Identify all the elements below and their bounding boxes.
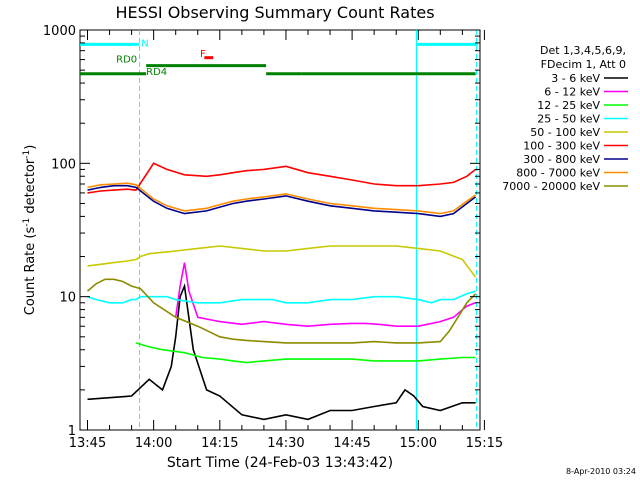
legend-label: 7000 - 20000 keV bbox=[502, 180, 600, 193]
series-line-0 bbox=[87, 283, 476, 421]
series-line-2 bbox=[135, 342, 476, 364]
legend: Det 1,3,4,5,6,9,FDecim 1, Att 03 - 6 keV… bbox=[502, 44, 628, 193]
legend-label: 12 - 25 keV bbox=[537, 99, 600, 112]
y-axis-label-mid: detector bbox=[23, 158, 38, 218]
series-line-3 bbox=[87, 290, 476, 304]
annotation-3: F bbox=[200, 49, 206, 60]
legend-label: 300 - 800 keV bbox=[523, 153, 600, 166]
y-axis-label-main: Count Rate (s bbox=[23, 227, 38, 316]
legend-label: 6 - 12 keV bbox=[544, 86, 600, 99]
y-tick-label: 1 bbox=[68, 424, 76, 439]
legend-label: 25 - 50 keV bbox=[537, 113, 600, 126]
series-line-1 bbox=[174, 262, 476, 328]
series-line-4 bbox=[87, 245, 477, 278]
x-tick-label: 13:45 bbox=[69, 436, 106, 451]
chart-title: HESSI Observing Summary Count Rates bbox=[115, 3, 434, 22]
y-tick-label: 1000 bbox=[43, 24, 76, 39]
series-group bbox=[86, 162, 477, 421]
series-line-8 bbox=[86, 278, 477, 344]
x-tick-label: 15:15 bbox=[466, 436, 503, 451]
annotation-group: N RD0 RD4 F bbox=[116, 39, 206, 78]
footer-timestamp: 8-Apr-2010 03:24 bbox=[566, 467, 636, 476]
annotation-2: RD4 bbox=[146, 67, 167, 78]
x-tick-label: 14:00 bbox=[135, 436, 172, 451]
legend-header: FDecim 1, Att 0 bbox=[541, 58, 626, 71]
x-tick-label: 14:30 bbox=[267, 436, 304, 451]
x-tick-label: 14:15 bbox=[201, 436, 238, 451]
legend-label: 50 - 100 keV bbox=[530, 126, 600, 139]
y-tick-label: 100 bbox=[51, 157, 76, 172]
series-line-5 bbox=[87, 162, 477, 194]
y-axis-label-sup1: -1 bbox=[22, 218, 32, 227]
legend-label: 3 - 6 keV bbox=[551, 72, 600, 85]
y-axis-label: Count Rate (s-1 detector-1) bbox=[22, 145, 38, 316]
annotation-1: RD0 bbox=[116, 55, 137, 66]
annotation-0: N bbox=[141, 39, 148, 50]
status-bars bbox=[80, 42, 478, 76]
x-axis-ticks: 13:45 14:00 14:15 14:30 14:45 15:00 15:15 bbox=[69, 30, 503, 451]
y-tick-label: 10 bbox=[59, 291, 76, 306]
series-line-6 bbox=[87, 184, 477, 218]
series-line-7 bbox=[87, 182, 477, 215]
x-tick-label: 14:45 bbox=[333, 436, 370, 451]
y-axis-label-sup2: -1 bbox=[22, 150, 32, 159]
vertical-markers bbox=[139, 30, 477, 430]
y-axis-label-end: ) bbox=[23, 145, 38, 150]
legend-label: 800 - 7000 keV bbox=[516, 167, 600, 180]
x-axis-label: Start Time (24-Feb-03 13:43:42) bbox=[167, 455, 393, 471]
legend-label: 100 - 300 keV bbox=[523, 140, 600, 153]
y-axis-ticks: 1 10 100 1000 bbox=[43, 24, 480, 439]
x-tick-label: 15:00 bbox=[400, 436, 437, 451]
legend-header: Det 1,3,4,5,6,9, bbox=[540, 44, 626, 57]
plot-frame bbox=[79, 29, 481, 431]
